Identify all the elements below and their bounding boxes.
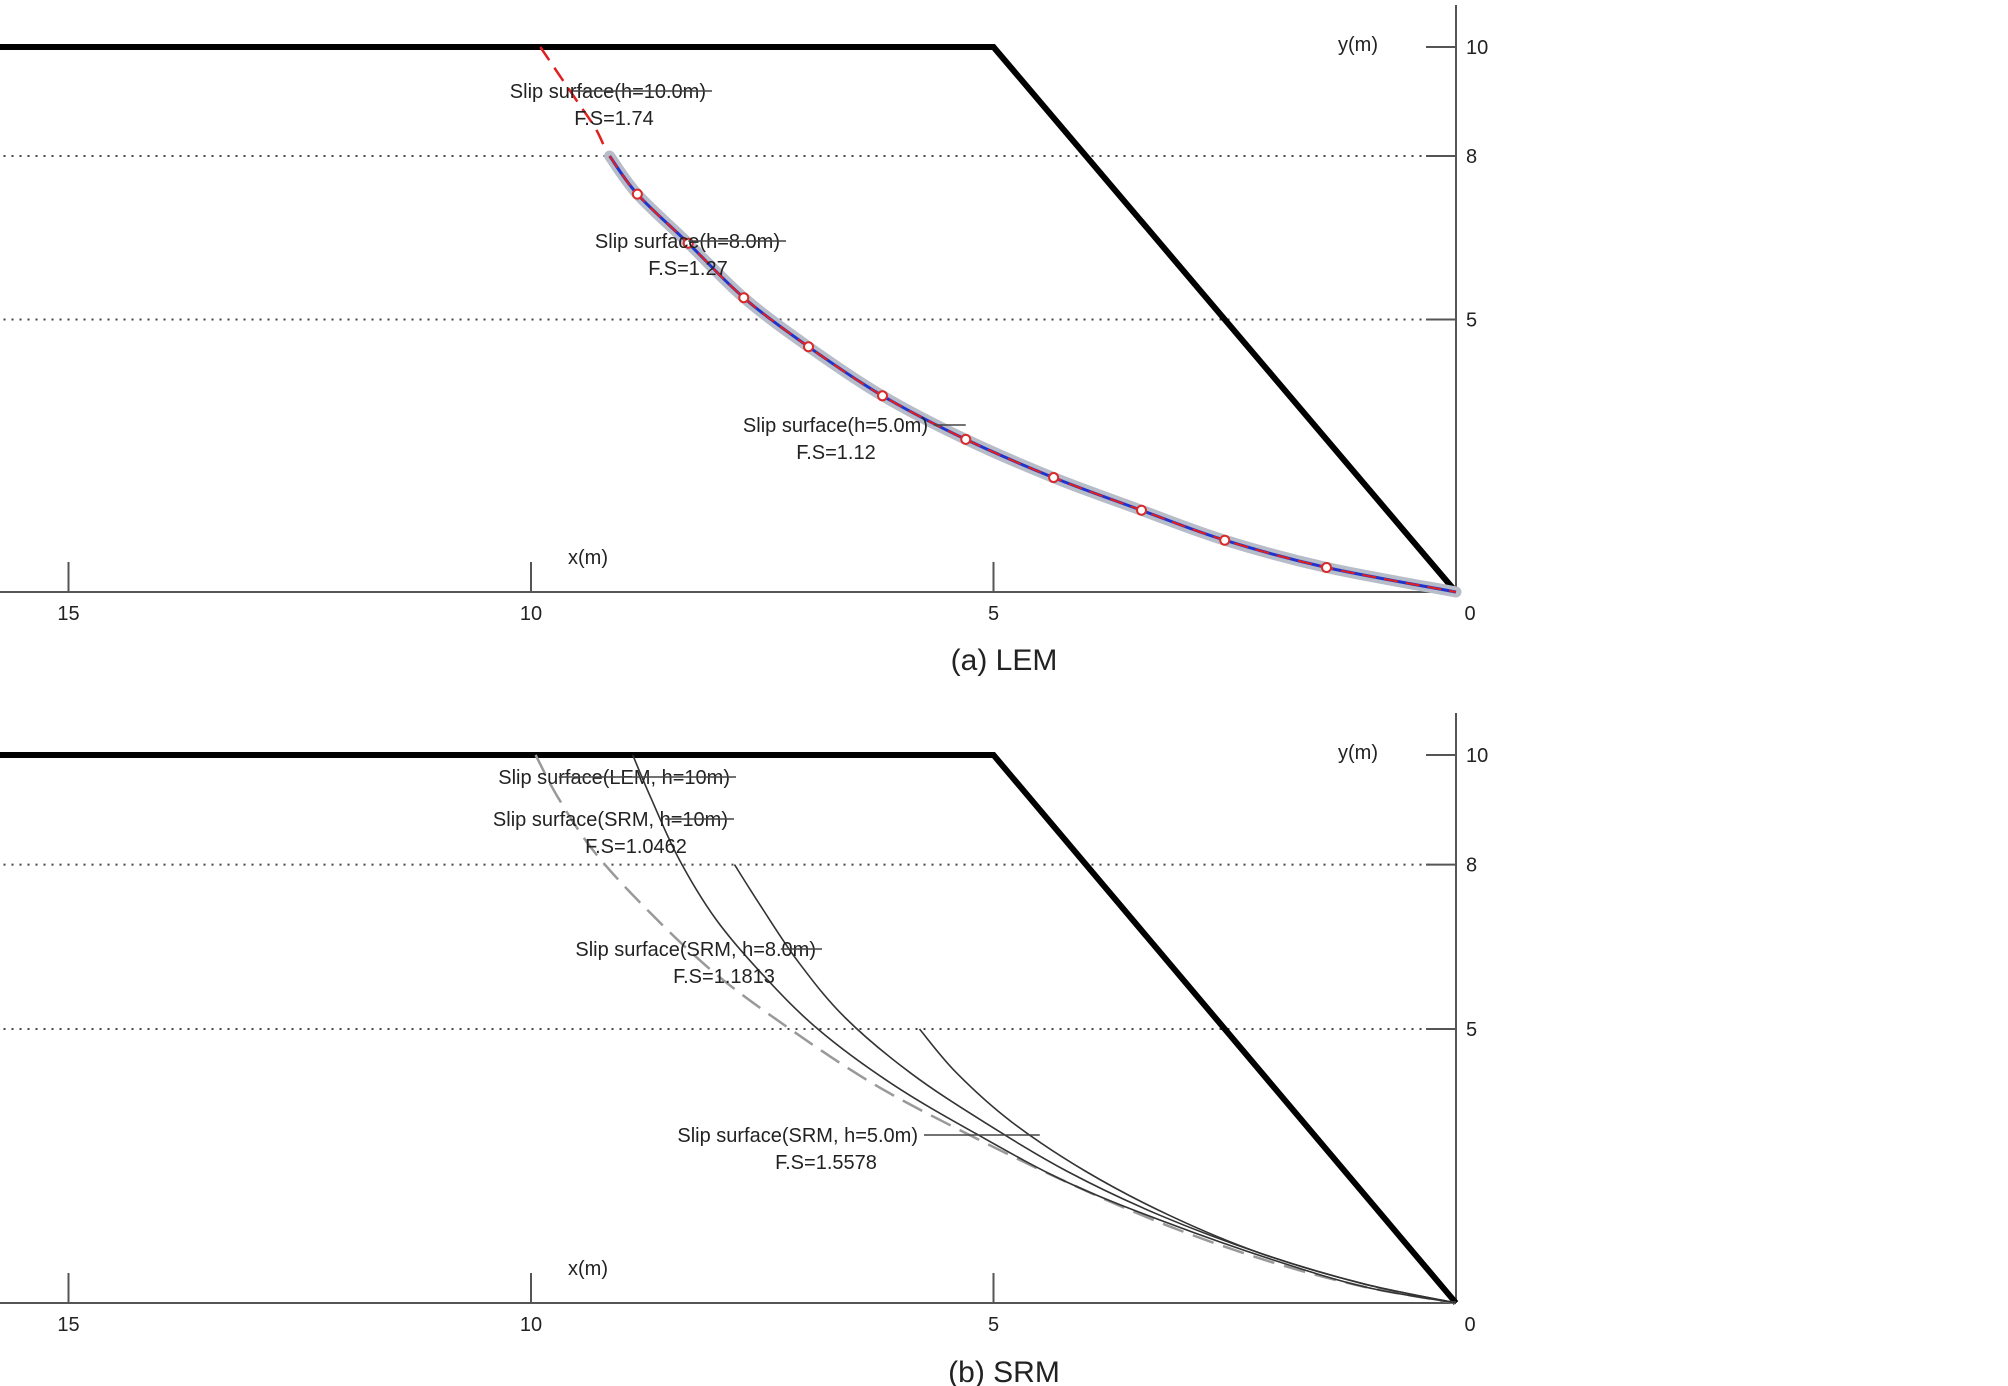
panel-caption: (b) SRM (948, 1356, 1060, 1386)
annotation-title: Slip surface(h=8.0m) (595, 231, 780, 253)
y-tick-label: 5 (1466, 310, 1477, 332)
x-tick-label: 15 (57, 603, 79, 625)
annotation-title: Slip surface(SRM, h=8.0m) (575, 939, 816, 961)
slope-profile (0, 44, 1459, 594)
annotation-title: Slip surface(h=10.0m) (510, 81, 706, 103)
annotation-title: Slip surface(LEM, h=10m) (498, 767, 730, 789)
slip-surface-marker (1321, 561, 1332, 573)
y-tick-label: 8 (1466, 855, 1477, 877)
annotation-factor-of-safety: F.S=1.27 (648, 258, 728, 280)
x-tick-label: 15 (57, 1314, 79, 1336)
annotation-factor-of-safety: F.S=1.0462 (585, 836, 687, 858)
slip-surface-series-0 (539, 46, 1457, 594)
y-tick-label: 10 (1466, 37, 1488, 59)
slip-surface-marker (631, 188, 643, 200)
slip-surface-marker (1048, 472, 1060, 484)
slip-surface-marker (960, 433, 972, 445)
slope-profile (0, 752, 1459, 1305)
x-axis-label: x(m) (568, 1258, 608, 1280)
annotation-title: Slip surface(SRM, h=10m) (493, 809, 728, 831)
x-tick-label: 0 (1464, 1314, 1475, 1336)
x-tick-label: 10 (520, 603, 542, 625)
y-tick-label: 8 (1466, 146, 1477, 168)
x-tick-label: 10 (520, 1314, 542, 1336)
panel-srm: 15 10 5 0 x(m) 10 8 5 y(m) Slip surface(LEM, h=10… (0, 713, 1488, 1386)
y-axis-label: y(m) (1338, 34, 1378, 56)
slip-surface-series-1 (632, 754, 1457, 1304)
annotation-factor-of-safety: F.S=1.74 (574, 108, 654, 130)
slip-surface-marker (803, 341, 814, 353)
x-tick-label: 5 (988, 1314, 999, 1336)
slip-surface-series-3 (918, 1028, 1457, 1304)
annotation-title: Slip surface(h=5.0m) (743, 415, 928, 437)
slip-surface-series-2 (733, 864, 1457, 1304)
panel-lem: 15 10 5 0 x(m) 10 8 5 y(m) Slip surface(h=10.0m) F… (0, 5, 1488, 677)
annotation-factor-of-safety: F.S=1.5578 (775, 1152, 877, 1174)
slip-surface-marker (738, 292, 750, 304)
slip-surface-marker (1219, 534, 1231, 546)
annotation-factor-of-safety: F.S=1.1813 (673, 966, 775, 988)
x-tick-label: 0 (1464, 603, 1475, 625)
y-axis-label: y(m) (1338, 742, 1378, 764)
panel-caption: (a) LEM (951, 644, 1058, 677)
slip-surface-overlay-1 (608, 155, 1457, 593)
slip-surface-series-1 (608, 155, 1457, 594)
annotation-title: Slip surface(SRM, h=5.0m) (677, 1125, 918, 1147)
x-axis-label: x(m) (568, 547, 608, 569)
y-tick-label: 10 (1466, 745, 1488, 767)
slip-surface-halo (604, 150, 1462, 598)
slip-surface-series-0 (534, 754, 1457, 1305)
x-tick-label: 5 (988, 603, 999, 625)
y-tick-label: 5 (1466, 1019, 1477, 1041)
slip-surface-marker (877, 390, 888, 402)
slip-surface-marker (1136, 504, 1147, 516)
annotation-factor-of-safety: F.S=1.12 (796, 442, 876, 464)
